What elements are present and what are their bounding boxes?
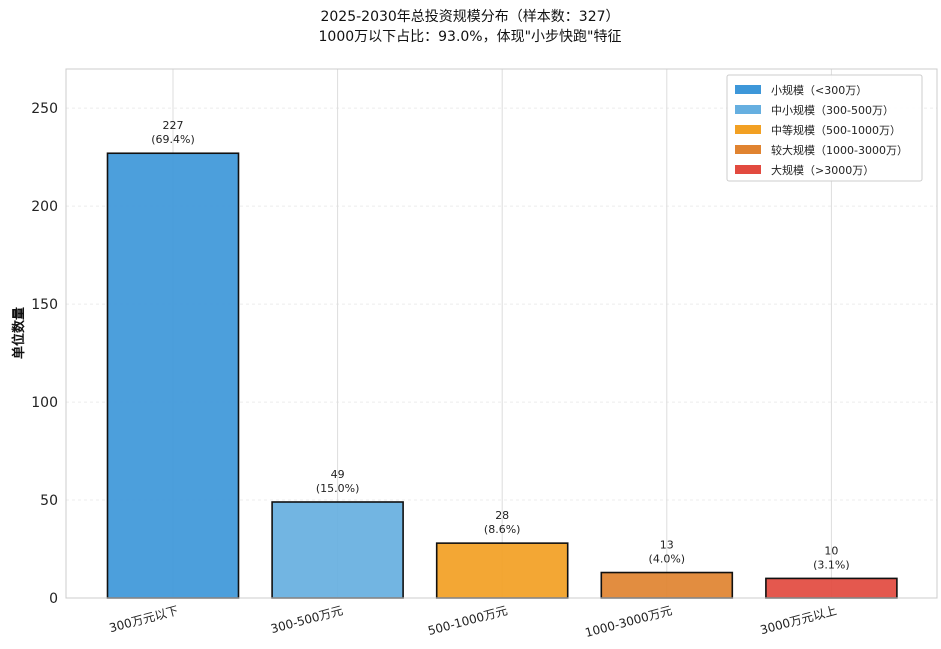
x-tick-label: 500-1000万元: [426, 603, 509, 638]
y-tick-label: 100: [31, 395, 58, 411]
bar-value-label: 28: [495, 509, 509, 522]
bar-1: [106, 152, 240, 599]
legend-label: 中等规模（500-1000万）: [771, 123, 901, 137]
bar-value-label: 10: [824, 544, 838, 557]
legend-label: 中小规模（300-500万）: [771, 103, 894, 117]
bar-percent-label: (8.6%): [484, 523, 521, 536]
legend-label: 小规模（<300万）: [771, 83, 867, 97]
y-tick-label: 150: [31, 297, 58, 313]
x-tick-label: 300-500万元: [269, 603, 344, 636]
legend-swatch: [735, 165, 761, 174]
x-tick-label: 3000万元以上: [759, 603, 838, 637]
x-tick-label: 1000-3000万元: [584, 603, 674, 640]
y-tick-label: 50: [40, 493, 58, 509]
bar-2: [271, 501, 404, 599]
legend: 小规模（<300万） 中小规模（300-500万） 中等规模（500-1000万） 较…: [726, 74, 923, 182]
legend-label: 较大规模（1000-3000万）: [771, 143, 908, 157]
y-ticks: 0 50 100 150 200 250: [31, 101, 58, 607]
y-tick-label: 0: [49, 591, 58, 607]
bar-value-label: 13: [660, 539, 674, 552]
bar-value-label: 227: [163, 119, 184, 132]
bar-percent-label: (4.0%): [649, 553, 686, 566]
bar-5: [765, 577, 898, 599]
legend-swatch: [735, 125, 761, 134]
bar-percent-label: (69.4%): [151, 133, 195, 146]
legend-swatch: [735, 85, 761, 94]
legend-box: [726, 74, 923, 182]
bar-value-label: 49: [331, 468, 345, 481]
legend-swatch: [735, 105, 761, 114]
bar-percent-label: (3.1%): [813, 558, 850, 571]
plot-frame: [65, 68, 938, 599]
y-axis-label: 单位数量: [11, 307, 27, 359]
legend-label: 大规模（>3000万）: [771, 163, 874, 177]
bar-4: [600, 571, 734, 599]
bar-percent-label: (15.0%): [316, 482, 360, 495]
chart-subtitle: 1000万以下占比：93.0%，体现"小步快跑"特征: [319, 29, 622, 45]
y-tick-label: 200: [31, 199, 58, 215]
data-labels: 227(69.4%) 49(15.0%) 28(8.6%) 13(4.0%) 10(3.…: [151, 119, 849, 571]
x-tick-label: 300万元以下: [108, 603, 180, 635]
x-ticks: 300万元以下 300-500万元 500-1000万元 1000-3000万元 300…: [108, 603, 839, 640]
bar-3: [435, 542, 569, 599]
y-tick-label: 250: [31, 101, 58, 117]
chart-title: 2025-2030年总投资规模分布（样本数：327）: [320, 9, 619, 25]
legend-swatch: [735, 145, 761, 154]
